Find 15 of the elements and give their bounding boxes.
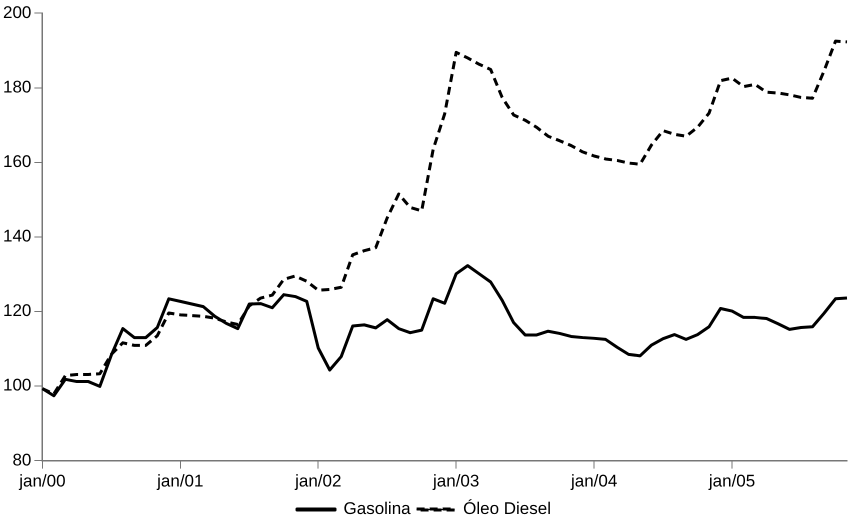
x-tick-label: jan/00 bbox=[18, 471, 66, 490]
y-tick-label: 140 bbox=[2, 226, 32, 246]
x-tick-label: jan/04 bbox=[570, 471, 618, 490]
legend-label: Gasolina bbox=[344, 499, 412, 518]
y-tick-label: 160 bbox=[2, 152, 32, 172]
legend-label: Óleo Diesel bbox=[463, 499, 551, 518]
x-tick-label: jan/03 bbox=[432, 471, 480, 490]
y-tick-label: 120 bbox=[2, 301, 32, 320]
y-tick-label: 200 bbox=[2, 2, 32, 22]
x-tick-label: jan/05 bbox=[708, 471, 756, 490]
y-tick-label: 80 bbox=[12, 450, 32, 470]
x-tick-label: jan/02 bbox=[294, 471, 342, 490]
y-tick-label: 100 bbox=[2, 376, 32, 395]
y-tick-label: 180 bbox=[2, 77, 32, 96]
x-tick-label: jan/01 bbox=[156, 471, 204, 490]
